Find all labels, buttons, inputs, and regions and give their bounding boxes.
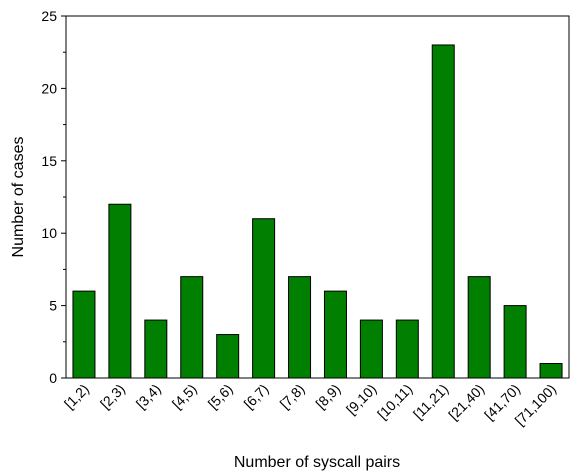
y-tick-label-5: 25 [41,8,57,24]
x-tick-2: [3,4) [133,381,164,412]
x-tick-label-9: [10,11) [374,381,415,422]
x-tick-label-7: [8,9) [312,381,343,412]
y-tick-label-3: 15 [41,153,57,169]
bar-8 [359,319,383,379]
x-tick-1: [2,3) [97,381,128,412]
y-tick-label-0: 0 [49,370,57,386]
bar-5 [252,218,276,379]
x-tick-label-11: [21,40) [445,381,487,423]
x-tick-9: [10,11) [374,381,415,422]
x-tick-0: [1,2) [61,381,92,412]
bar-11 [467,276,491,379]
bar-10 [431,44,455,379]
x-tick-3: [4,5) [169,381,200,412]
x-tick-label-4: [5,6) [205,381,236,412]
x-tick-label-10: [11,21) [410,381,451,422]
plot-frame [65,15,570,379]
x-tick-label-3: [4,5) [169,381,200,412]
x-tick-label-0: [1,2) [61,381,92,412]
x-tick-6: [7,8) [277,381,308,412]
y-axis-label: Number of cases [10,137,27,258]
x-tick-label-1: [2,3) [97,381,128,412]
x-tick-10: [11,21) [410,381,451,422]
x-tick-label-2: [3,4) [133,381,164,412]
x-tick-4: [5,6) [205,381,236,412]
x-tick-label-6: [7,8) [277,381,308,412]
bar-4 [216,334,240,379]
bars-group [72,44,563,379]
bar-1 [108,203,132,379]
bar-0 [72,290,96,379]
x-tick-11: [21,40) [445,381,487,423]
bar-2 [144,319,168,379]
y-tick-label-2: 10 [41,225,57,241]
x-tick-7: [8,9) [312,381,343,412]
x-tick-5: [6,7) [241,381,272,412]
x-tick-label-5: [6,7) [241,381,272,412]
y-tick-label-1: 5 [49,298,57,314]
y-tick-label-4: 20 [41,80,57,96]
bar-3 [180,276,204,379]
x-axis-label: Number of syscall pairs [234,454,400,471]
bar-12 [503,305,527,379]
bar-7 [323,290,347,379]
bar-6 [288,276,312,379]
bar-13 [539,363,563,379]
axes-group [65,15,570,379]
bar-9 [395,319,419,379]
